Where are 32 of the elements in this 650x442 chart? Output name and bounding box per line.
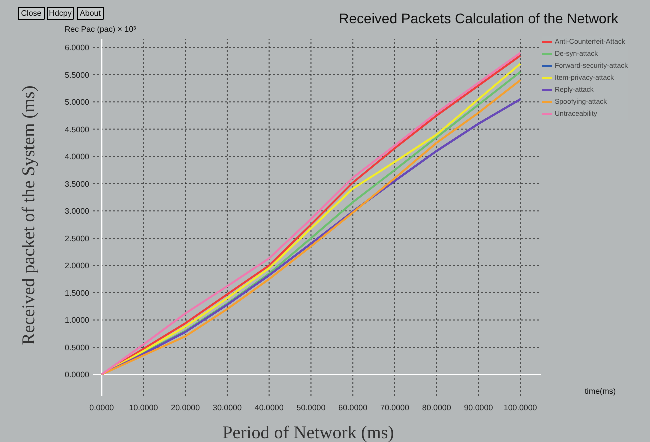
y-tick-label: 5.5000 <box>65 70 90 80</box>
x-tick-label: 30.0000 <box>213 404 242 412</box>
y-tick-label: 1.0000 <box>65 316 90 326</box>
x-tick-label: 40.0000 <box>254 404 284 412</box>
y-tick-label: 4.5000 <box>65 125 90 134</box>
y-tick-label: 3.5000 <box>65 180 90 189</box>
text: Hdcpy <box>49 9 72 18</box>
x-tick-label: 10.0000 <box>129 404 159 412</box>
y-tick-label: 4.0000 <box>65 152 90 162</box>
y-tick-label: 1.5000 <box>65 288 90 298</box>
x-tick-label: 60.0000 <box>338 404 368 412</box>
x-axis-title: Period of Network (ms) <box>222 422 394 442</box>
x-tick-label: 50.0000 <box>296 404 326 412</box>
y-axis-title: Received packet of the System (ms) <box>18 86 38 346</box>
text: About <box>80 9 102 18</box>
y-tick-label: 2.0000 <box>65 262 90 271</box>
x-tick-label: 90.0000 <box>464 404 494 412</box>
y-tick-label: 0.5000 <box>65 343 90 352</box>
x-tick-label: 100.0000 <box>504 404 538 412</box>
text: time(ms) <box>584 387 616 396</box>
chart-title: Received Packets Calculation of the Network <box>339 10 620 26</box>
text: Close <box>21 9 42 18</box>
x-tick-label: 70.0000 <box>380 404 410 412</box>
y-tick-label: 3.0000 <box>65 207 90 216</box>
text: Rec Pac (pac) × 10³ <box>64 25 137 34</box>
x-tick-label: 80.0000 <box>422 404 452 412</box>
y-tick-label: 2.5000 <box>65 234 90 244</box>
x-tick-label: 0.0000 <box>90 404 115 412</box>
y-tick-label: 6.0000 <box>65 44 90 53</box>
x-tick-label: 20.0000 <box>171 404 201 412</box>
y-tick-label: 5.0000 <box>65 98 90 108</box>
y-tick-label: 0.0000 <box>65 370 90 380</box>
